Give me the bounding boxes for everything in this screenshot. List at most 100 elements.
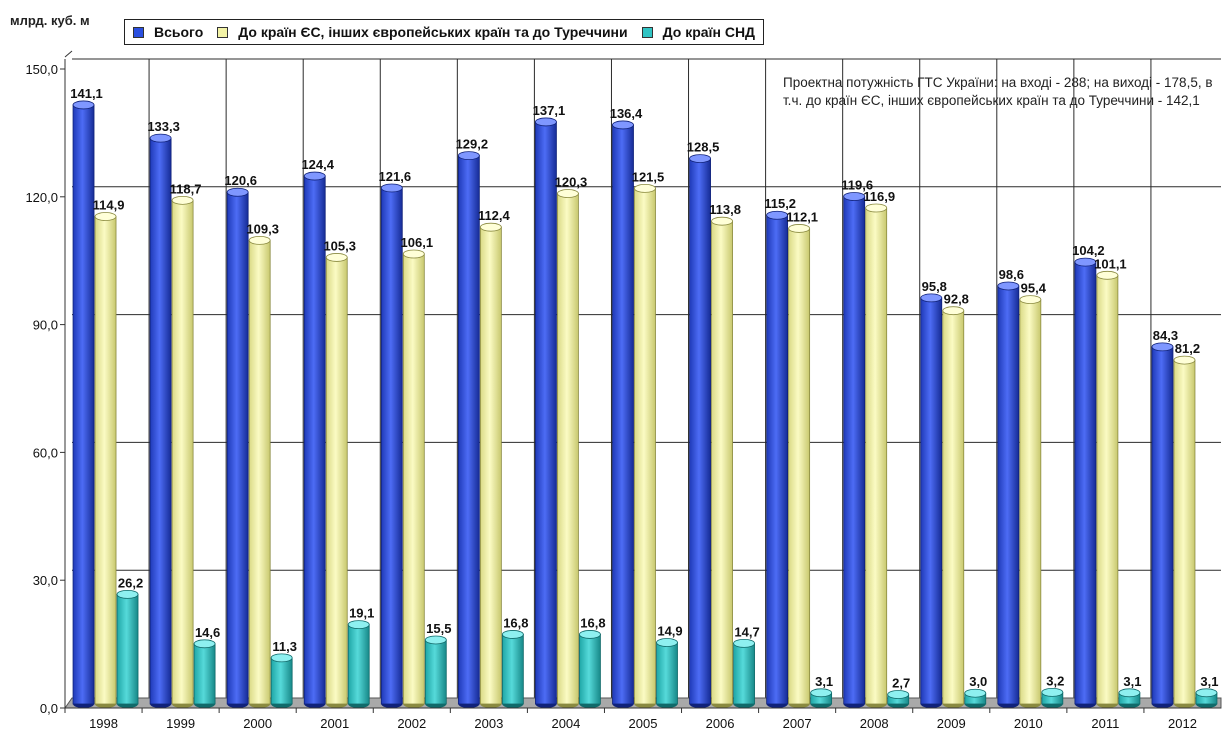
- bar-cis-2002: [424, 635, 447, 708]
- data-label: 137,1: [533, 103, 566, 118]
- bar-total-2012: [1151, 342, 1174, 708]
- bar-cis-2010: [1041, 687, 1064, 708]
- x-tick-label: 2012: [1168, 716, 1197, 731]
- data-label: 3,1: [1200, 674, 1218, 689]
- data-label: 15,5: [426, 621, 451, 636]
- data-label: 84,3: [1153, 328, 1178, 343]
- data-label: 121,6: [379, 169, 412, 184]
- bar-total-2003: [457, 151, 480, 708]
- bar-cis-2005: [656, 638, 678, 708]
- data-label: 136,4: [610, 106, 643, 121]
- x-tick-label: 2006: [706, 716, 735, 731]
- data-label: 119,6: [841, 178, 873, 193]
- bar-eu-2000: [248, 235, 271, 708]
- bar-cis-2009: [964, 688, 987, 708]
- data-label: 121,5: [632, 169, 665, 184]
- bar-eu-2009: [942, 306, 965, 708]
- bar-eu-2006: [711, 216, 733, 708]
- bar-cis-2012: [1195, 688, 1218, 708]
- x-tick-label: 1999: [166, 716, 195, 731]
- bar-cis-1998: [116, 589, 139, 708]
- bar-cis-2000: [270, 653, 293, 708]
- legend-swatch-cis: [641, 26, 653, 38]
- legend-swatch-total: [133, 26, 144, 38]
- data-label: 81,2: [1175, 341, 1200, 356]
- bar-total-2009: [920, 293, 943, 708]
- capacity-note: Проектна потужність ГТС України: на вход…: [783, 75, 1213, 108]
- bar-total-2006: [689, 154, 711, 708]
- data-label: 101,1: [1094, 256, 1127, 271]
- bar-total-2007: [766, 210, 789, 708]
- bar-total-2010: [997, 281, 1020, 708]
- data-label: 106,1: [401, 235, 434, 250]
- data-label: 26,2: [118, 575, 143, 590]
- data-label: 128,5: [687, 140, 720, 155]
- data-label: 116,9: [863, 189, 895, 204]
- data-label: 16,8: [503, 615, 528, 630]
- data-label: 95,4: [1021, 281, 1047, 296]
- bar-eu-2005: [634, 184, 656, 708]
- bar-eu-1999: [171, 195, 194, 708]
- legend-swatch-eu: [217, 26, 229, 38]
- data-label: 112,4: [478, 208, 511, 223]
- y-tick-label: 150,0: [25, 62, 58, 77]
- data-label: 133,3: [147, 119, 180, 134]
- bar-eu-2008: [865, 203, 888, 708]
- bar-eu-2011: [1096, 270, 1119, 708]
- data-label: 115,2: [764, 196, 796, 211]
- bar-cis-2003: [501, 630, 524, 708]
- bar-cis-1999: [193, 639, 216, 708]
- x-tick-label: 2003: [474, 716, 503, 731]
- y-tick-label: 60,0: [33, 445, 58, 460]
- data-label: 92,8: [944, 292, 969, 307]
- x-tick-label: 2000: [243, 716, 272, 731]
- x-tick-label: 2002: [397, 716, 426, 731]
- data-label: 118,7: [170, 181, 202, 196]
- bar-eu-1998: [94, 212, 117, 708]
- bar-total-2000: [226, 187, 249, 708]
- y-tick-label: 120,0: [25, 190, 58, 205]
- data-label: 120,6: [224, 173, 257, 188]
- x-tick-label: 1998: [89, 716, 118, 731]
- data-label: 104,2: [1072, 243, 1105, 258]
- data-label: 3,2: [1046, 673, 1064, 688]
- legend-item-total: Всього: [133, 24, 203, 40]
- legend-label-total: Всього: [154, 24, 204, 40]
- bar-total-2008: [843, 192, 866, 708]
- data-label: 95,8: [922, 279, 947, 294]
- bar-cis-2008: [887, 690, 910, 708]
- bar-cis-2001: [347, 620, 370, 708]
- bar-eu-2002: [402, 249, 425, 708]
- data-label: 105,3: [323, 238, 356, 253]
- y-tick-label: 0,0: [40, 701, 58, 716]
- data-label: 113,8: [709, 202, 741, 217]
- bar-eu-2001: [325, 253, 348, 708]
- data-label: 112,1: [786, 209, 818, 224]
- data-label: 2,7: [892, 675, 910, 690]
- data-label: 114,9: [93, 198, 125, 213]
- data-label: 120,3: [555, 175, 588, 190]
- x-tick-label: 2001: [320, 716, 349, 731]
- data-label: 124,4: [301, 157, 334, 172]
- data-label: 109,3: [246, 221, 279, 236]
- x-tick-label: 2011: [1091, 716, 1119, 731]
- data-label: 14,6: [195, 625, 220, 640]
- data-label: 98,6: [999, 267, 1024, 282]
- y-tick-label: 30,0: [33, 573, 58, 588]
- data-label: 129,2: [456, 137, 489, 152]
- bar-cis-2007: [810, 688, 833, 708]
- y-unit-label: млрд. куб. м: [10, 13, 90, 28]
- bar-cis-2006: [733, 638, 755, 708]
- bar-cis-2011: [1118, 688, 1141, 708]
- legend-label-eu: До країн ЄС, інших європейських країн та…: [238, 24, 628, 40]
- bar-eu-2010: [1019, 295, 1042, 708]
- x-tick-label: 2010: [1014, 716, 1043, 731]
- bar-total-2005: [612, 120, 634, 708]
- x-tick-label: 2004: [551, 716, 580, 731]
- bar-eu-2004: [557, 189, 579, 708]
- data-label: 11,3: [272, 639, 297, 654]
- bar-cis-2004: [579, 630, 601, 708]
- legend-item-cis: До країн СНД: [641, 24, 755, 40]
